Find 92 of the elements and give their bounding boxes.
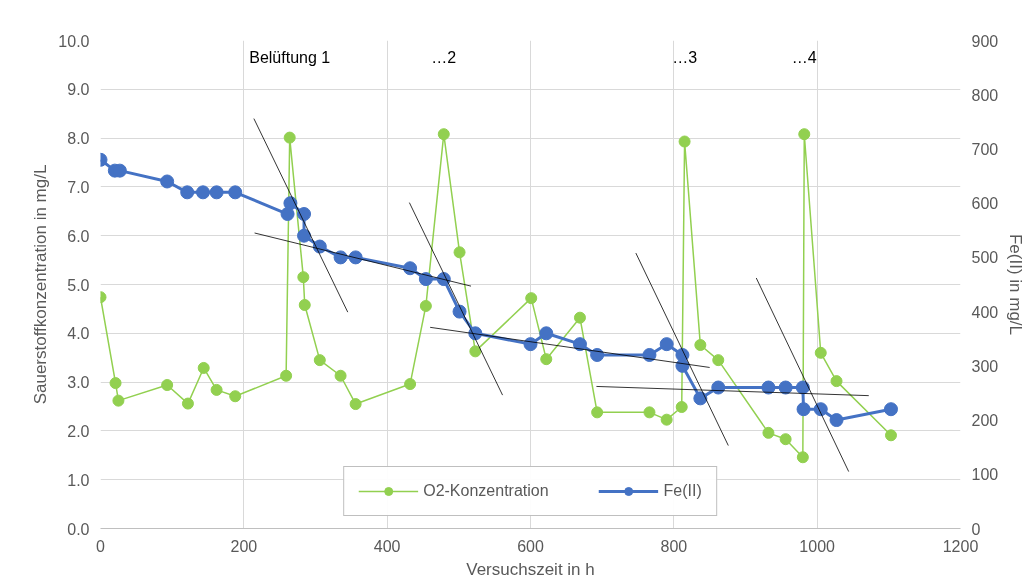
point (694, 339, 707, 351)
point (280, 207, 295, 221)
x-tick-label: 400 (373, 537, 401, 555)
y-tick-label: 8.0 (67, 130, 90, 148)
y2-tick-label: 700 (971, 140, 999, 158)
y-tick-label: 3.0 (67, 374, 90, 392)
x-tick-label: 600 (517, 537, 544, 555)
point (796, 451, 809, 464)
y-tick-label: 5.0 (67, 276, 90, 294)
y2-tick-label: 400 (971, 303, 999, 321)
legend-label: O2-Konzentration (423, 482, 549, 500)
annotation: Belüftung 1 (249, 48, 331, 66)
y2-tick-label: 300 (971, 357, 999, 375)
point (197, 361, 210, 374)
point (112, 394, 125, 407)
point (798, 128, 811, 141)
y-tick-label: 0.0 (67, 520, 90, 538)
point (830, 375, 843, 388)
point (469, 345, 482, 358)
point (884, 429, 897, 442)
x-tick-label: 0 (96, 537, 106, 555)
y2-tick-label: 900 (971, 32, 999, 50)
y-tick-label: 1.0 (67, 471, 90, 489)
point (195, 185, 210, 200)
point (711, 380, 726, 395)
point (778, 380, 793, 395)
y2-tick-label: 600 (971, 195, 999, 213)
point (283, 131, 296, 144)
y2-tick-label: 800 (971, 86, 999, 104)
y-tick-label: 10.0 (58, 32, 90, 50)
point (404, 378, 417, 391)
x-tick-label: 1000 (799, 537, 836, 555)
annotation: …2 (431, 48, 457, 66)
point (660, 413, 673, 426)
y-tick-label: 9.0 (67, 81, 90, 99)
point (349, 398, 362, 411)
y2-tick-label: 200 (971, 412, 999, 430)
y-axis-title: Sauerstoffkonzentration in mg/L (31, 164, 51, 405)
point (814, 346, 827, 359)
point (573, 311, 586, 324)
point (297, 228, 312, 243)
y2-tick-label: 100 (971, 466, 999, 484)
point (334, 369, 347, 382)
point (180, 185, 195, 200)
point (675, 401, 688, 413)
y2-tick-label: 0 (971, 520, 981, 538)
annotation: …3 (672, 48, 698, 66)
point (297, 271, 310, 284)
y2-tick-label: 500 (971, 249, 999, 267)
point (796, 402, 811, 417)
point (572, 337, 587, 352)
point (437, 128, 450, 141)
point (678, 135, 691, 148)
point (883, 402, 898, 417)
point (210, 383, 223, 396)
point (161, 379, 174, 392)
point (659, 337, 674, 352)
point (418, 272, 433, 287)
x-tick-label: 1200 (942, 537, 979, 555)
y-tick-label: 6.0 (67, 227, 90, 245)
point (779, 433, 792, 446)
y-tick-label: 2.0 (67, 422, 90, 440)
annotation: …4 (791, 48, 817, 66)
point (540, 353, 553, 366)
point (539, 326, 554, 341)
y-tick-label: 7.0 (67, 178, 90, 196)
point (829, 413, 844, 428)
point (591, 406, 604, 419)
x-tick-label: 200 (230, 537, 258, 555)
point (419, 299, 432, 312)
point (160, 174, 175, 189)
point (109, 377, 122, 390)
x-axis-title: Versuchszeit in h (466, 559, 595, 579)
point (761, 380, 776, 395)
point (712, 354, 725, 367)
point (313, 354, 326, 367)
x-tick-label: 800 (660, 537, 688, 555)
point (525, 292, 538, 305)
point (229, 390, 242, 403)
point (453, 246, 466, 259)
point (181, 397, 194, 410)
point (209, 185, 224, 200)
point (298, 299, 311, 311)
y-tick-label: 4.0 (67, 325, 90, 343)
point (228, 185, 243, 200)
point (762, 426, 775, 439)
point (280, 369, 293, 382)
y2-axis-title: Fe(II) in mg/L (1006, 233, 1026, 336)
point (642, 348, 657, 362)
legend-label: Fe(II) (663, 482, 702, 500)
point (643, 406, 656, 419)
point (693, 391, 708, 406)
